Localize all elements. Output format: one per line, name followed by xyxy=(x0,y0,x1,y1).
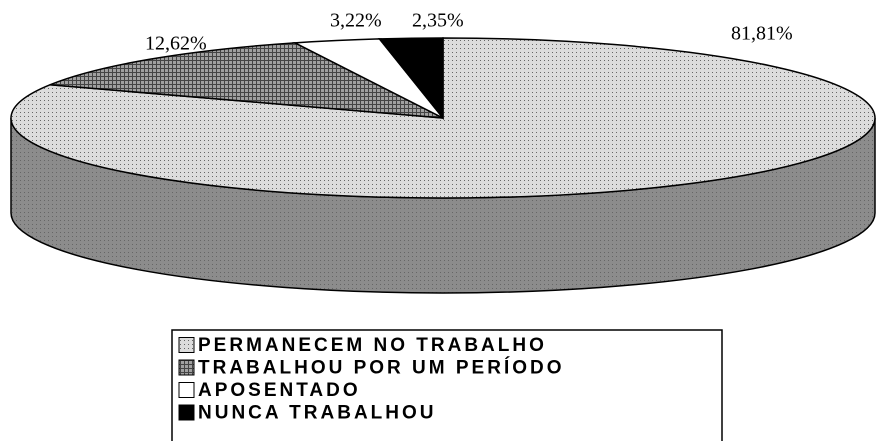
legend-swatch xyxy=(178,404,195,421)
legend-swatch xyxy=(178,359,195,376)
data-label: 3,22% xyxy=(330,10,382,32)
legend-box xyxy=(171,329,723,441)
pie-slice xyxy=(49,42,444,119)
legend-swatch xyxy=(178,382,195,398)
legend-swatch xyxy=(178,337,195,353)
data-label: 2,35% xyxy=(412,10,464,32)
legend-label: TRABALHOU POR UM PERÍODO xyxy=(198,357,565,379)
legend-label: APOSENTADO xyxy=(198,380,361,401)
data-label: 81,81% xyxy=(731,23,793,45)
pie-slice xyxy=(377,37,444,121)
legend-label: NUNCA TRABALHOU xyxy=(198,403,437,424)
legend-label: PERMANECEM NO TRABALHO xyxy=(198,335,547,356)
data-label: 12,62% xyxy=(145,33,207,55)
